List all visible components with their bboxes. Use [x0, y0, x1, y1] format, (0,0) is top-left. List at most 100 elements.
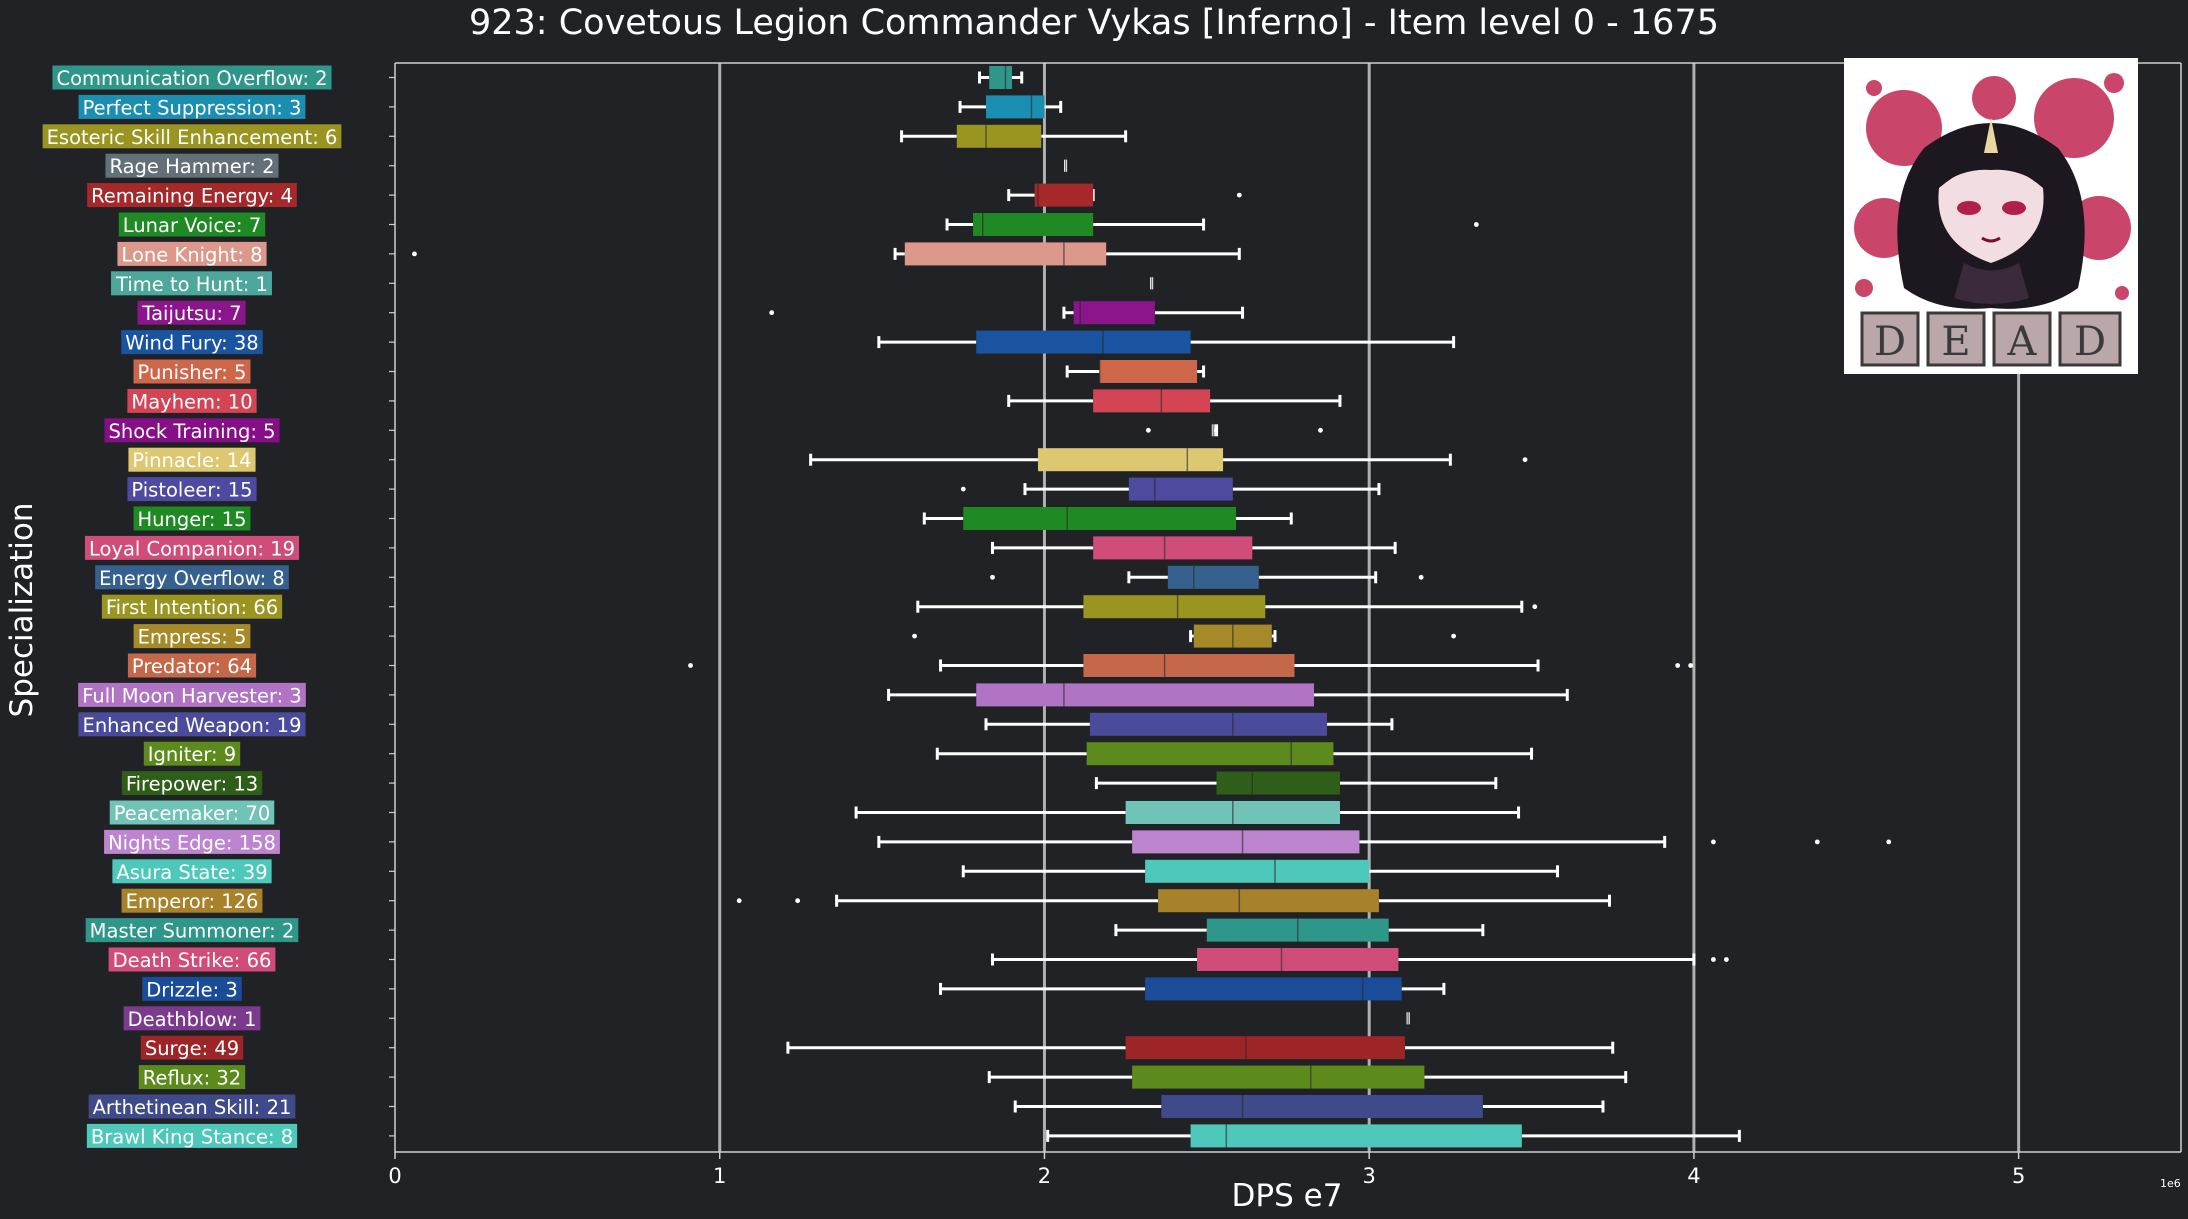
box-esoteric-skill-enhancement	[900, 124, 1128, 148]
category-label: Master Summoner: 2	[85, 918, 299, 943]
outlier-point	[1145, 427, 1151, 433]
outlier-point	[795, 898, 801, 904]
category-label-text: Rage Hammer: 2	[109, 155, 274, 178]
category-label-text: Lunar Voice: 7	[123, 214, 261, 237]
box-iqr	[1125, 1036, 1405, 1060]
category-label: Arthetinean Skill: 21	[88, 1094, 296, 1119]
category-label-text: Hunger: 15	[137, 508, 246, 531]
category-label: Igniter: 9	[143, 741, 241, 766]
svg-text:D: D	[2074, 319, 2106, 365]
category-label: Punisher: 5	[133, 359, 251, 384]
category-label: Perfect Suppression: 3	[78, 94, 306, 119]
category-label: Energy Overflow: 8	[95, 565, 289, 590]
svg-text:D: D	[1874, 319, 1906, 365]
box-drizzle	[939, 977, 1446, 1001]
box-enhanced-weapon	[984, 712, 1394, 736]
category-label-text: Emperor: 126	[126, 890, 259, 913]
box-loyal-companion	[990, 536, 1397, 560]
category-label-background	[128, 447, 256, 472]
category-label-text: Death Strike: 66	[113, 949, 272, 972]
category-label-background	[108, 947, 276, 972]
x-tick-label: 0	[388, 1164, 401, 1188]
category-label: Asura State: 39	[112, 859, 272, 884]
category-label-background	[133, 506, 251, 531]
category-label-text: Arthetinean Skill: 21	[93, 1096, 292, 1119]
category-label-background	[143, 741, 241, 766]
category-label: Rage Hammer: 2	[105, 153, 279, 178]
category-label-background	[137, 300, 246, 325]
box-empress	[912, 624, 1457, 648]
category-label-text: Igniter: 9	[148, 743, 236, 766]
category-label-text: Peacemaker: 70	[114, 802, 271, 825]
category-label-background	[86, 1123, 298, 1148]
box-lunar-voice	[945, 213, 1479, 236]
box-peacemaker	[854, 801, 1521, 824]
box-shock-training	[1145, 418, 1323, 442]
category-label: Time to Hunt: 1	[111, 271, 272, 296]
outlier-point	[1473, 222, 1479, 227]
box-iqr	[1037, 448, 1224, 472]
outlier-point	[990, 574, 995, 580]
box-iqr	[1083, 595, 1266, 619]
category-label: Brawl King Stance: 8	[86, 1123, 298, 1148]
category-label-text: Loyal Companion: 19	[89, 537, 295, 560]
category-label-background	[85, 918, 299, 943]
category-label: Drizzle: 3	[142, 976, 242, 1001]
category-label-text: Energy Overflow: 8	[99, 567, 285, 590]
box-mayhem	[1007, 389, 1342, 413]
box-lone-knight	[412, 242, 1241, 266]
outlier-point	[769, 310, 775, 316]
category-label-background	[112, 859, 272, 884]
category-label: Full Moon Harvester: 3	[78, 682, 306, 707]
box-iqr	[1034, 183, 1094, 207]
box-full-moon-harvester	[887, 683, 1569, 707]
category-label-text: Pinnacle: 14	[132, 449, 251, 472]
x-axis-offset-label: 1e6	[2160, 1177, 2181, 1190]
box-surge	[786, 1036, 1615, 1060]
category-label-background	[52, 65, 332, 90]
box-pinnacle	[809, 448, 1528, 472]
category-label-background	[78, 682, 306, 707]
box-iqr	[1073, 301, 1155, 325]
category-label-text: Remaining Energy: 4	[91, 185, 293, 208]
category-label: Wind Fury: 38	[121, 330, 263, 355]
box-iqr	[1128, 477, 1233, 501]
box-iqr	[1145, 859, 1370, 883]
box-nights-edge	[877, 830, 1892, 854]
x-tick-label: 5	[2012, 1164, 2025, 1188]
x-tick-label: 1	[713, 1164, 726, 1188]
category-label: Lunar Voice: 7	[118, 212, 266, 237]
category-label: Hunger: 15	[133, 506, 251, 531]
box-pistoleer	[960, 477, 1381, 501]
x-tick-label: 2	[1038, 1164, 1051, 1188]
box-death-strike	[990, 948, 1729, 971]
outlier-point	[1318, 427, 1323, 433]
box-first-intention	[916, 595, 1538, 619]
outlier-point	[1451, 633, 1457, 639]
category-label: Esoteric Skill Enhancement: 6	[42, 124, 342, 149]
category-label-text: Master Summoner: 2	[90, 920, 295, 943]
category-label-text: Drizzle: 3	[146, 978, 238, 1001]
outlier-point	[1814, 839, 1820, 845]
category-labels: Communication Overflow: 2 Perfect Suppres…	[42, 65, 342, 1148]
category-label-text: Time to Hunt: 1	[115, 273, 268, 296]
box-iqr	[1158, 889, 1379, 913]
category-label-background	[121, 888, 263, 913]
category-label-background	[121, 330, 263, 355]
category-label: Communication Overflow: 2	[52, 65, 332, 90]
outlier-point	[1886, 839, 1892, 845]
outlier-point	[1723, 957, 1729, 962]
category-label-text: Esoteric Skill Enhancement: 6	[47, 126, 338, 149]
box-iqr	[1083, 654, 1295, 677]
category-label-background	[123, 1006, 261, 1031]
category-label-background	[117, 241, 267, 266]
category-label-text: Enhanced Weapon: 19	[83, 714, 302, 737]
outlier-point	[912, 633, 917, 639]
outlier-point	[1688, 663, 1694, 668]
box-hunger	[922, 507, 1293, 530]
x-tick-label: 3	[1362, 1164, 1375, 1188]
category-label-text: Nights Edge: 158	[108, 831, 276, 854]
svg-text:A: A	[2007, 319, 2038, 365]
dead-letters: D E A D	[1860, 311, 2122, 367]
